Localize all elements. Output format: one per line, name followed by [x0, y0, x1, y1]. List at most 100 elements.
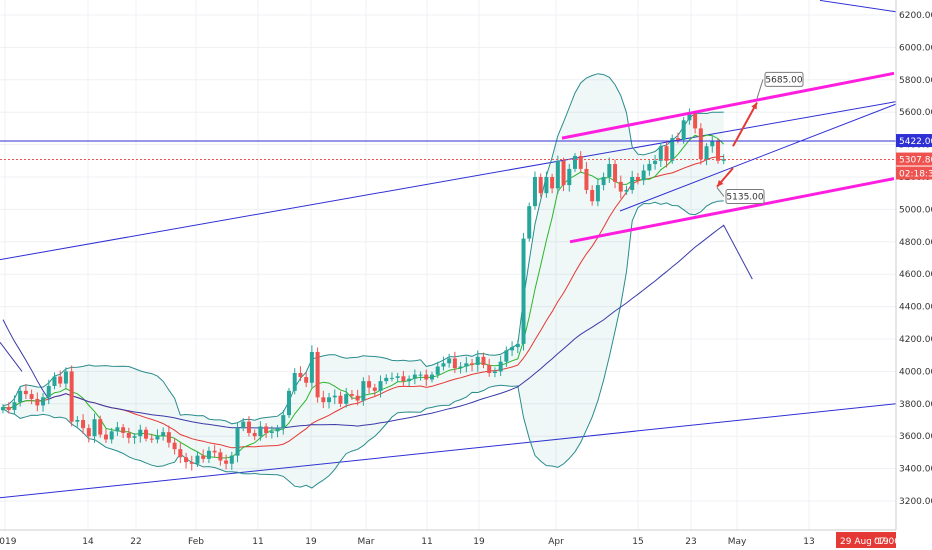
candle-body: [378, 381, 383, 391]
candle-body: [304, 377, 309, 383]
candle-body: [349, 394, 354, 396]
candle-body: [166, 432, 171, 443]
candle-body: [389, 377, 394, 379]
candle-body: [172, 442, 177, 450]
candle-body: [515, 343, 520, 348]
top-trend-line: [819, 0, 897, 13]
channel-drawings[interactable]: 5685.00 5135.00: [0, 71, 897, 244]
candle-body: [327, 397, 332, 403]
candle-body: [492, 371, 497, 374]
candle-body: [693, 113, 698, 129]
upper-band: [2, 73, 724, 425]
time-tick-label: 11: [421, 537, 432, 547]
candle-body: [584, 168, 589, 190]
candle-body: [550, 177, 555, 189]
candle-body: [470, 363, 475, 365]
candle-body: [52, 376, 57, 386]
trend-lines: [0, 0, 897, 499]
candle-body: [624, 189, 629, 192]
candle-body: [452, 358, 457, 369]
callout-pointer: [716, 187, 725, 197]
candle-body: [69, 371, 74, 422]
candle-body: [687, 113, 692, 121]
candle-body: [29, 394, 34, 399]
candle-body: [487, 364, 492, 374]
candle-body: [41, 397, 46, 406]
candle-body: [595, 185, 600, 202]
last-price-tag: 5307.80: [899, 156, 932, 166]
time-tick-label: 22: [130, 537, 141, 547]
candle-body: [75, 420, 80, 422]
level-price-tag-bg: [896, 134, 932, 148]
candle-body: [653, 160, 658, 165]
candle-body: [618, 181, 623, 192]
countdown-tag: 02:18:39: [899, 170, 932, 180]
callout-pointer: [756, 79, 764, 99]
candle-body: [86, 428, 91, 437]
candle-body: [435, 366, 440, 375]
price-tick-label: 5000.00: [899, 205, 932, 215]
candle-body: [206, 450, 211, 459]
candle-body: [212, 450, 217, 453]
price-axis[interactable]: 6200.006000.005800.005600.005400.005200.…: [895, 0, 932, 550]
base-trend-line: [0, 403, 897, 499]
candle-body: [98, 419, 103, 435]
candle-body: [189, 462, 194, 464]
price-tick-label: 6000.00: [899, 43, 932, 53]
candle-body: [464, 363, 469, 367]
time-tick-label: May: [728, 537, 747, 547]
arrow-down-head: [717, 179, 724, 187]
candle-body: [344, 394, 349, 404]
candle-body: [641, 170, 646, 181]
support-trend-line: [619, 103, 897, 212]
arrow-up-head: [751, 102, 757, 110]
candle-body: [321, 397, 326, 403]
lower-band: [2, 200, 724, 489]
candle-body: [670, 138, 675, 161]
price-tick-label: 4800.00: [899, 238, 932, 248]
candle-body: [287, 390, 291, 416]
candle-body: [235, 428, 240, 456]
candle-body: [710, 141, 715, 147]
level-price-tag: 5422.00: [899, 137, 932, 147]
candle-body: [132, 436, 137, 438]
candle-body: [218, 452, 223, 461]
price-tick-label: 3800.00: [899, 400, 932, 410]
candle-body: [281, 415, 286, 429]
candle-body: [18, 390, 23, 403]
candle-body: [555, 160, 560, 189]
callout-label: 5685.00: [765, 75, 802, 85]
candle-body: [35, 398, 40, 406]
time-axis-bg: [0, 530, 932, 550]
candle-body: [23, 390, 28, 395]
candle-body: [424, 374, 429, 380]
candle-body: [252, 432, 257, 437]
candle-body: [138, 429, 143, 437]
candle-body: [430, 374, 434, 380]
candle-body: [372, 387, 377, 391]
candle-body: [590, 189, 595, 202]
band-fill: [3, 73, 724, 488]
time-axis[interactable]: 2019 14 22 Feb 11 19 Mar 11 19 Apr 15 23 May 13 29 Aug…: [0, 529, 932, 550]
candle-body: [269, 431, 274, 433]
price-tick-label: 4600.00: [899, 270, 932, 280]
candle-body: [338, 395, 343, 404]
candle-body: [115, 427, 120, 432]
price-tick-label: 6200.00: [899, 11, 932, 21]
candle-body: [504, 350, 509, 362]
candle-body: [275, 428, 280, 432]
candle-body: [721, 159, 726, 161]
candle-body: [332, 395, 337, 398]
candle-body: [224, 460, 229, 464]
candle-body: [544, 177, 549, 194]
candle-body: [63, 371, 68, 384]
callout-box: [764, 71, 804, 87]
candle-body: [407, 378, 412, 382]
candle-body: [418, 374, 423, 376]
candle-body: [481, 356, 486, 365]
callout-label: 5135.00: [726, 193, 763, 203]
candle-body: [681, 120, 686, 140]
candle-body: [58, 376, 63, 384]
price-axis-bg: [896, 0, 932, 550]
